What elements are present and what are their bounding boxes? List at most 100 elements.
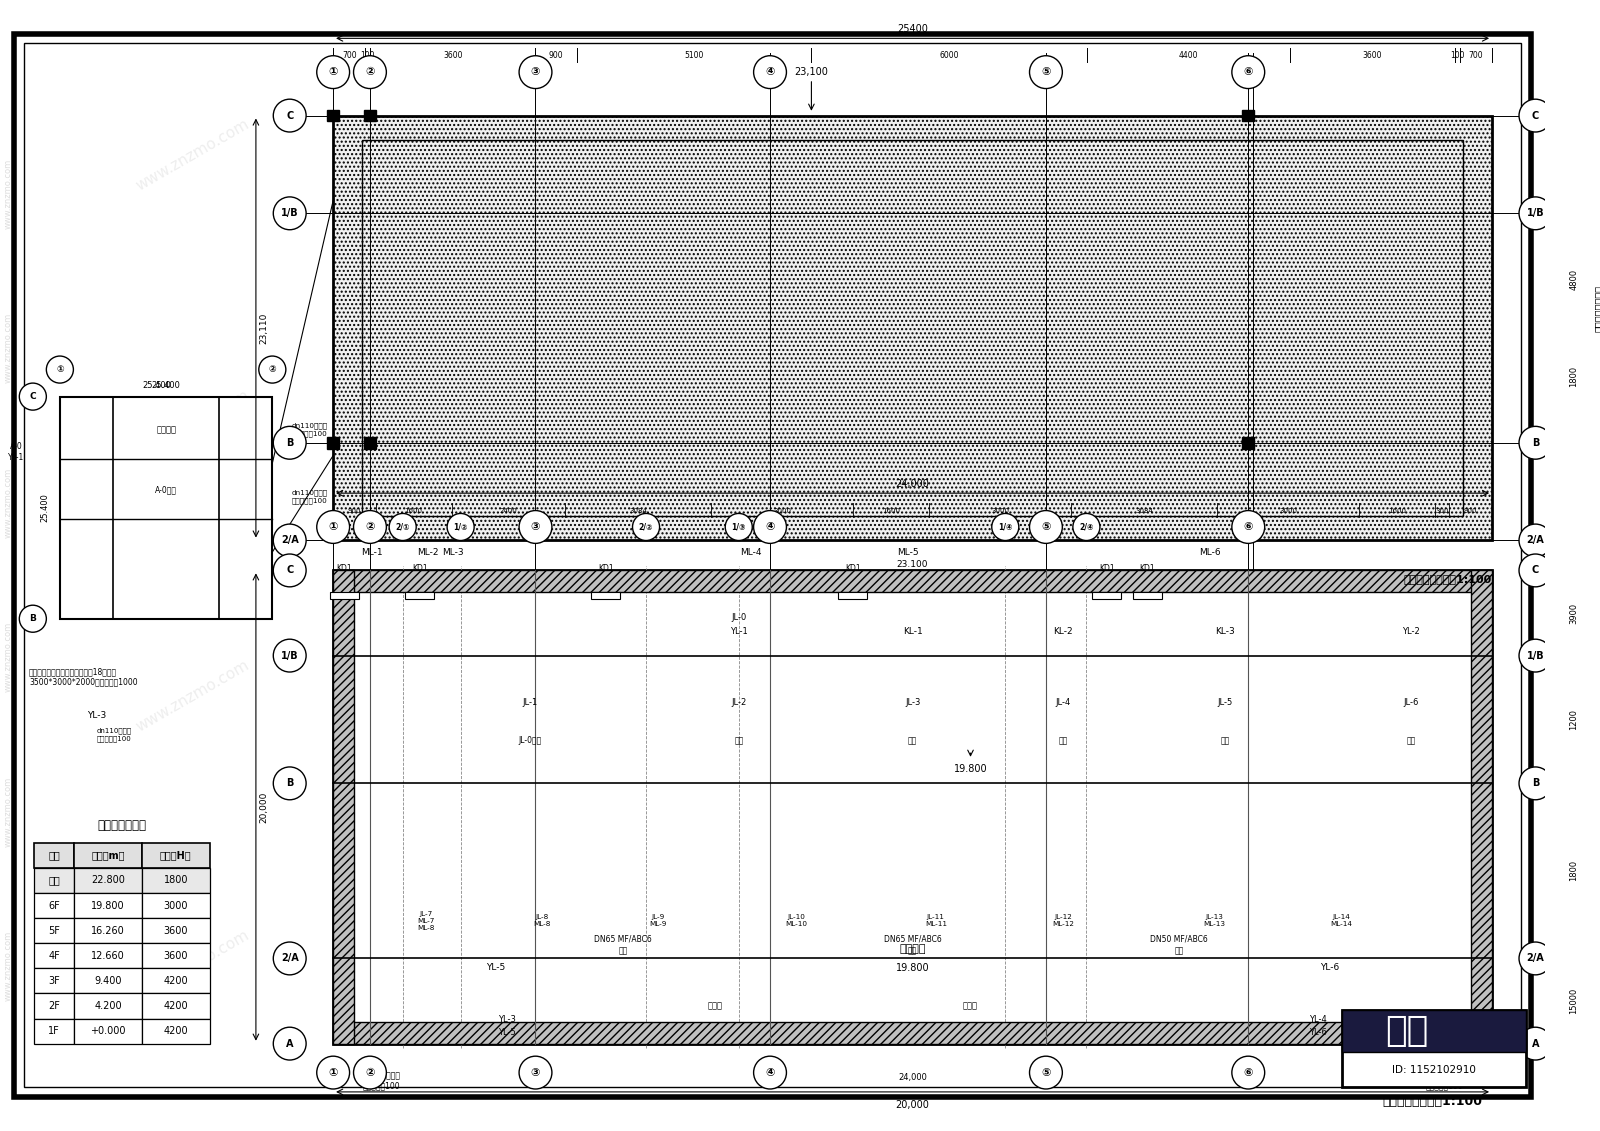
Text: C: C	[286, 111, 293, 121]
Circle shape	[274, 1027, 306, 1060]
Bar	[1133, 592, 1162, 599]
Text: B: B	[1531, 438, 1539, 448]
Text: YL-6: YL-6	[1320, 964, 1339, 973]
Text: 1600: 1600	[882, 508, 901, 513]
Text: DN50 MF/ABC6: DN50 MF/ABC6	[1150, 934, 1208, 943]
Text: 2/①: 2/①	[395, 523, 410, 532]
Text: JL-13
ML-13: JL-13 ML-13	[1203, 914, 1226, 927]
Text: 3000: 3000	[990, 508, 1010, 513]
Text: ②: ②	[365, 523, 374, 532]
Text: ④: ④	[765, 523, 774, 532]
Bar	[328, 110, 339, 121]
Circle shape	[274, 639, 306, 672]
Circle shape	[725, 513, 752, 541]
Circle shape	[1232, 1056, 1264, 1089]
Text: YL-5: YL-5	[498, 1028, 515, 1036]
Circle shape	[1074, 513, 1099, 541]
Text: 4200: 4200	[163, 976, 189, 986]
Bar	[34, 918, 74, 943]
Bar	[142, 968, 210, 993]
Circle shape	[1232, 510, 1264, 543]
Text: 厨房: 厨房	[1174, 947, 1184, 956]
Text: YL-3: YL-3	[498, 1015, 515, 1024]
Circle shape	[1518, 426, 1552, 459]
Bar	[34, 843, 74, 867]
Text: 1/③: 1/③	[731, 523, 746, 532]
Text: dn110通水管
管底高为底100: dn110通水管 管底高为底100	[362, 1071, 400, 1090]
Bar	[362, 140, 1462, 517]
Bar	[365, 110, 376, 121]
Text: ML-5: ML-5	[898, 547, 918, 556]
Circle shape	[1518, 1027, 1552, 1060]
Circle shape	[259, 356, 286, 383]
Text: 6F: 6F	[48, 900, 59, 910]
Text: ③: ③	[531, 523, 541, 532]
Bar	[1093, 592, 1122, 599]
Text: YL-4: YL-4	[1309, 1015, 1326, 1024]
Text: 100: 100	[1450, 51, 1464, 60]
Text: www.znzmo.com: www.znzmo.com	[3, 622, 13, 692]
Text: A: A	[1531, 1038, 1539, 1048]
Text: A-0备室: A-0备室	[155, 485, 178, 494]
Text: 知末: 知末	[1386, 1015, 1429, 1048]
Text: 4200: 4200	[163, 1001, 189, 1011]
Bar	[142, 867, 210, 893]
Text: JL-12
ML-12: JL-12 ML-12	[1053, 914, 1074, 927]
Bar	[333, 570, 1491, 1044]
Text: 土工布: 土工布	[963, 1001, 978, 1010]
Bar	[74, 968, 142, 993]
Bar	[1243, 110, 1254, 121]
Text: 25400: 25400	[898, 25, 928, 34]
Bar	[74, 893, 142, 918]
Text: ML-4: ML-4	[739, 547, 762, 556]
Text: 25.400: 25.400	[152, 380, 181, 389]
Text: 3F: 3F	[48, 976, 59, 986]
Text: KD1: KD1	[598, 564, 614, 573]
Bar	[74, 993, 142, 1019]
Text: KL-2: KL-2	[1053, 628, 1074, 637]
Bar	[142, 918, 210, 943]
Text: 12.660: 12.660	[91, 951, 125, 960]
Text: dn110通水管
管底高为底100: dn110通水管 管底高为底100	[291, 423, 328, 437]
Text: 700: 700	[1469, 51, 1483, 60]
Text: www.znzmo.com: www.znzmo.com	[1235, 657, 1354, 734]
Circle shape	[274, 767, 306, 800]
Text: 餐室: 餐室	[1406, 736, 1416, 745]
Text: A: A	[286, 1038, 293, 1048]
Text: C: C	[1531, 111, 1539, 121]
Text: C: C	[286, 566, 293, 576]
Text: www.znzmo.com: www.znzmo.com	[134, 927, 253, 1005]
Text: ②: ②	[269, 365, 277, 374]
Text: JL-2: JL-2	[731, 699, 746, 707]
Text: www.znzmo.com: www.znzmo.com	[501, 387, 619, 464]
Bar	[1342, 1010, 1526, 1052]
Text: B: B	[286, 438, 293, 448]
Text: JL-3: JL-3	[906, 699, 920, 707]
Bar	[74, 843, 142, 867]
Text: 1/④: 1/④	[998, 523, 1013, 532]
Text: www.znzmo.com: www.znzmo.com	[3, 468, 13, 538]
Circle shape	[1518, 767, 1552, 800]
Text: KL-3: KL-3	[1216, 628, 1235, 637]
Circle shape	[1232, 55, 1264, 88]
Bar	[74, 943, 142, 968]
Text: ML-3: ML-3	[442, 547, 464, 556]
Circle shape	[1518, 554, 1552, 587]
Text: www.znzmo.com: www.znzmo.com	[3, 931, 13, 1001]
Text: ③: ③	[531, 67, 541, 77]
Text: 1600: 1600	[405, 508, 422, 513]
Text: ⑥: ⑥	[1243, 523, 1253, 532]
Bar	[74, 1019, 142, 1044]
Text: 1/B: 1/B	[1526, 208, 1544, 218]
Bar	[142, 943, 210, 968]
Bar	[328, 437, 339, 449]
Text: 25.400: 25.400	[142, 381, 171, 390]
Text: www.znzmo.com: www.znzmo.com	[3, 777, 13, 847]
Circle shape	[274, 100, 306, 132]
Text: www.znzmo.com: www.znzmo.com	[1235, 927, 1354, 1005]
Text: +0.000: +0.000	[91, 1026, 126, 1036]
Circle shape	[354, 510, 386, 543]
Text: DN65 MF/ABC6: DN65 MF/ABC6	[594, 934, 651, 943]
Circle shape	[317, 1056, 349, 1089]
Text: www.znzmo.com: www.znzmo.com	[134, 657, 253, 734]
